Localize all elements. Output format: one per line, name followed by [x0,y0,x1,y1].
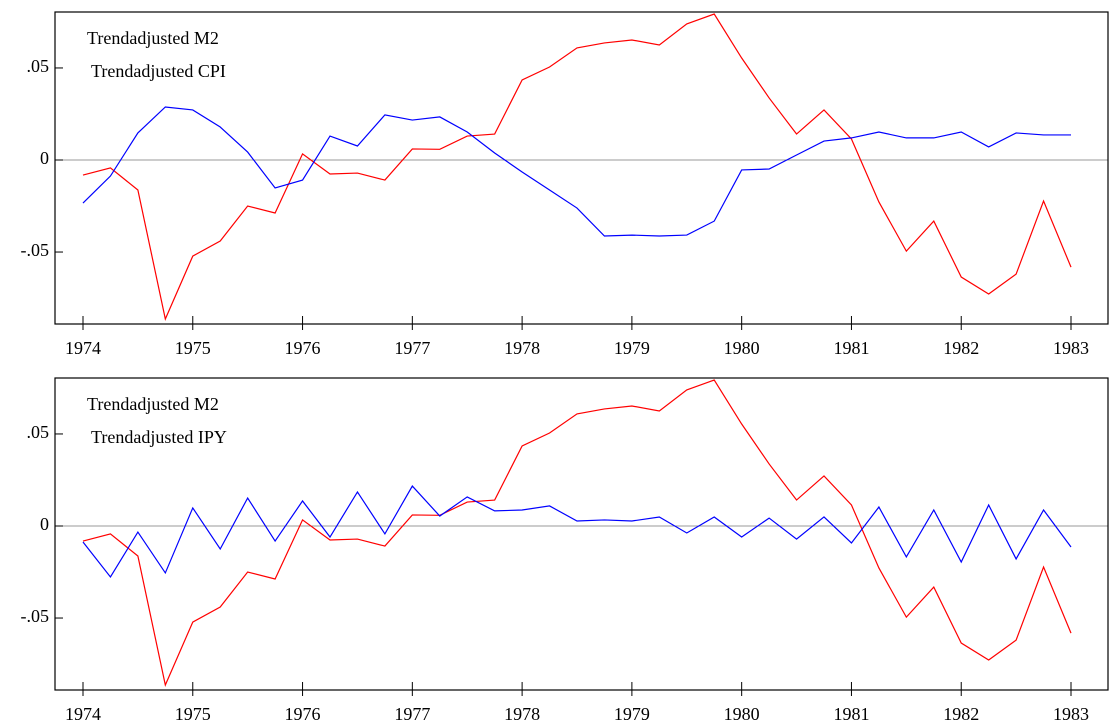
plot-frame [54,11,1109,325]
series-line [82,485,1072,579]
x-tick-label: 1981 [833,704,869,724]
x-tick-label: 1980 [724,704,760,724]
y-tick-label: 0 [40,148,49,168]
x-tick-label: 1982 [943,704,979,724]
x-tick-label: 1979 [614,704,650,724]
legend-entry: Trendadjusted M2 [87,28,219,48]
y-tick-label: -.05 [21,240,50,260]
x-tick-label: 1976 [285,338,321,358]
series-line [82,13,1072,321]
x-tick-label: 1974 [65,704,101,724]
x-tick-label: 1983 [1053,704,1089,724]
x-tick-label: 1977 [394,338,430,358]
y-tick-label: -.05 [21,606,50,626]
x-tick-label: 1977 [394,704,430,724]
y-tick-label: .05 [27,422,50,442]
x-tick-label: 1978 [504,704,540,724]
x-tick-label: 1982 [943,338,979,358]
legend-entry: Trendadjusted IPY [91,427,227,447]
x-tick-label: 1980 [724,338,760,358]
x-tick-label: 1978 [504,338,540,358]
series-line [82,379,1072,687]
x-tick-label: 1979 [614,338,650,358]
x-tick-label: 1975 [175,704,211,724]
x-tick-label: 1976 [285,704,321,724]
y-tick-label: .05 [27,56,50,76]
x-tick-label: 1974 [65,338,101,358]
x-tick-label: 1983 [1053,338,1089,358]
plot-frame [54,377,1109,691]
y-tick-label: 0 [40,514,49,534]
x-tick-label: 1981 [833,338,869,358]
x-tick-label: 1975 [175,338,211,358]
series-line [82,106,1071,237]
legend-entry: Trendadjusted CPI [91,61,226,81]
legend-entry: Trendadjusted M2 [87,394,219,414]
